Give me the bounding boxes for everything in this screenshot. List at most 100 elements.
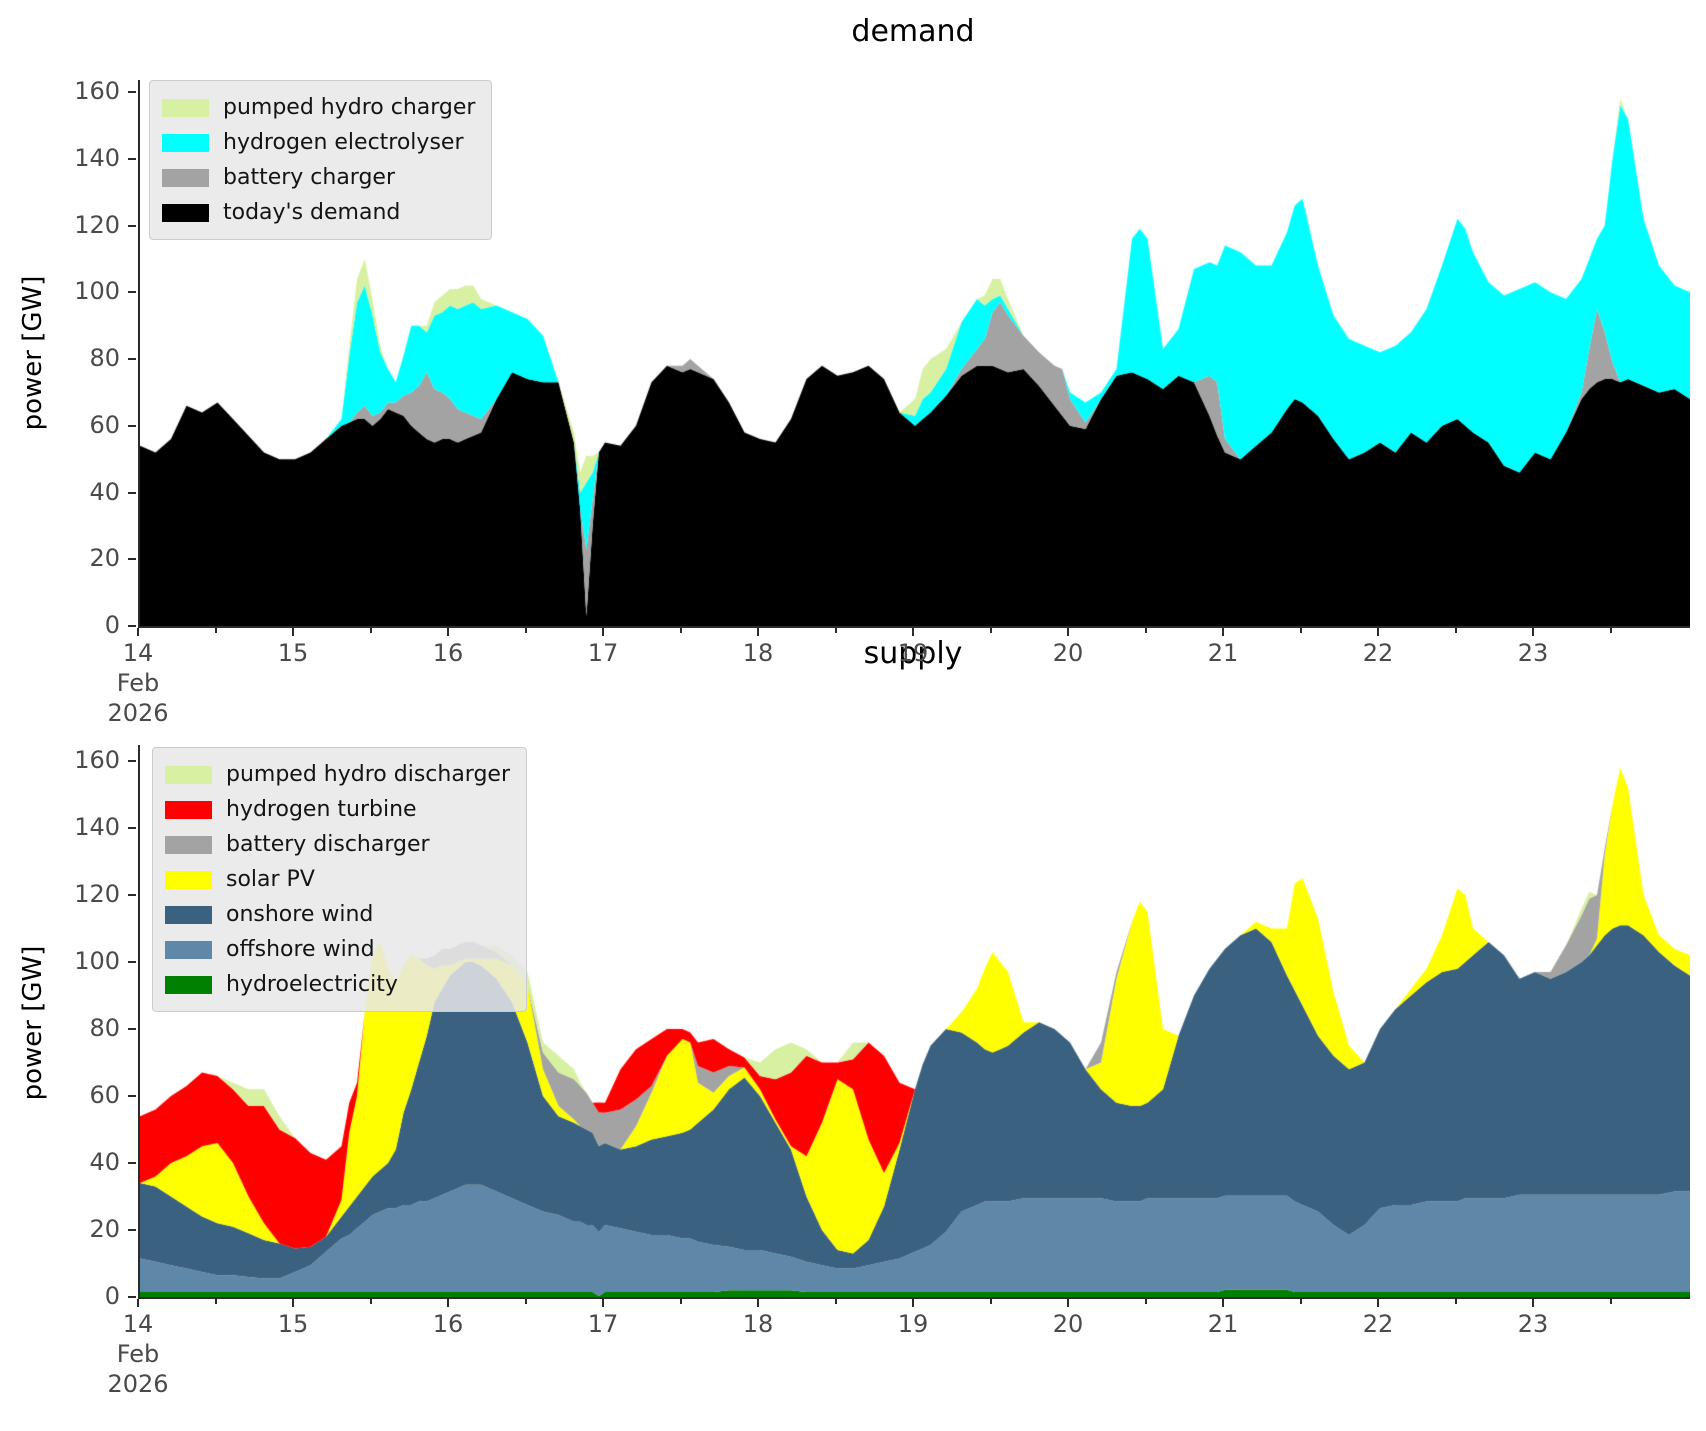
x-axis-tick xyxy=(1377,1299,1379,1307)
x-axis-tick-label-date-line: 2026 xyxy=(107,699,169,727)
y-axis-tick xyxy=(128,424,136,427)
legend-swatch-icon xyxy=(165,905,212,924)
x-axis-tick xyxy=(1532,1299,1534,1307)
legend-swatch-icon xyxy=(165,800,212,819)
demand-plot-area: pumped hydro charger hydrogen electrolyse… xyxy=(138,80,1690,628)
y-axis-tick-label: 0 xyxy=(104,1282,120,1310)
x-axis-tick xyxy=(757,628,759,636)
x-axis-minor-tick xyxy=(524,1299,527,1304)
y-axis-tick-label: 0 xyxy=(104,611,120,639)
x-axis-minor-tick xyxy=(1299,1299,1302,1304)
x-axis-tick xyxy=(602,628,604,636)
x-axis-minor-tick xyxy=(524,628,527,633)
x-axis-tick-label-date-line: 2026 xyxy=(107,1370,169,1398)
x-axis-minor-tick xyxy=(1609,628,1612,633)
legend-item-pumped-hydro-discharger: pumped hydro discharger xyxy=(165,757,510,792)
y-axis-tick-label: 40 xyxy=(89,477,120,506)
x-axis-minor-tick xyxy=(834,628,837,633)
y-axis-tick-label: 60 xyxy=(89,410,120,439)
demand-chart-title: demand xyxy=(851,14,975,49)
x-axis-tick-label-date-line: Feb xyxy=(116,1340,160,1368)
legend-swatch-icon xyxy=(162,168,209,187)
legend-item-battery-discharger: battery discharger xyxy=(165,827,510,862)
x-axis-tick xyxy=(1222,1299,1224,1307)
legend-swatch-icon xyxy=(165,835,212,854)
x-axis-tick-label: 19 xyxy=(897,639,929,667)
x-axis-minor-tick xyxy=(1144,628,1147,633)
x-axis-tick-label: 22 xyxy=(1362,1310,1394,1338)
x-axis-tick xyxy=(912,628,914,636)
legend-item-hydroelectricity: hydroelectricity xyxy=(165,967,510,1002)
y-axis-tick-label: 120 xyxy=(74,880,120,909)
x-axis-tick xyxy=(292,1299,294,1307)
legend-swatch-icon xyxy=(165,975,212,994)
y-axis-tick xyxy=(128,157,136,160)
x-axis-tick-label: 14 Feb 2026 xyxy=(78,638,198,728)
x-axis-tick xyxy=(757,1299,759,1307)
x-axis-tick xyxy=(602,1299,604,1307)
x-axis-minor-tick xyxy=(989,628,992,633)
y-axis-tick-label: 80 xyxy=(89,344,120,372)
y-axis-tick xyxy=(128,91,136,93)
y-axis-tick xyxy=(128,1028,136,1031)
demand-ylabel: power [GW] xyxy=(18,275,48,431)
legend-label: hydrogen turbine xyxy=(226,797,417,822)
y-axis-tick xyxy=(128,961,136,964)
x-axis-minor-tick xyxy=(214,628,217,633)
x-axis-tick-label: 23 xyxy=(1517,639,1549,667)
x-axis-tick-label: 15 xyxy=(277,1310,309,1338)
x-axis-tick-label: 21 xyxy=(1207,1310,1239,1338)
y-axis-tick xyxy=(128,291,136,294)
legend-item-today-s-demand: today's demand xyxy=(162,195,475,230)
x-axis-tick xyxy=(447,628,449,636)
x-axis-tick-label: 17 xyxy=(587,639,619,667)
supply-ylabel: power [GW] xyxy=(18,945,48,1101)
x-axis-minor-tick xyxy=(1454,1299,1457,1304)
y-axis-tick xyxy=(128,358,136,360)
legend-label: hydrogen electrolyser xyxy=(223,130,464,155)
y-axis-tick-label: 120 xyxy=(74,210,120,239)
legend-item-solar-pv: solar PV xyxy=(165,862,510,897)
y-axis-tick-label: 20 xyxy=(89,544,120,573)
x-axis-tick xyxy=(1222,628,1224,636)
y-axis-tick-label: 100 xyxy=(74,277,120,306)
y-axis-tick xyxy=(128,894,136,897)
legend-label: battery charger xyxy=(223,165,396,190)
supply-plot-area: pumped hydro discharger hydrogen turbine b… xyxy=(138,745,1690,1299)
x-axis-tick-label: 15 xyxy=(277,639,309,667)
x-axis-tick xyxy=(912,1299,914,1307)
y-axis-tick-label: 160 xyxy=(74,746,120,775)
x-axis-tick-label: 19 xyxy=(897,1310,929,1338)
x-axis-minor-tick xyxy=(214,1299,217,1304)
y-axis-tick xyxy=(128,491,136,494)
legend-label: solar PV xyxy=(226,867,315,892)
x-axis-minor-tick xyxy=(679,1299,682,1304)
supply-legend: pumped hydro discharger hydrogen turbine b… xyxy=(152,747,528,1012)
x-axis-minor-tick xyxy=(1144,1299,1147,1304)
y-axis-tick xyxy=(128,224,136,227)
x-axis-tick xyxy=(1067,628,1069,636)
y-axis-tick-label: 80 xyxy=(89,1014,120,1043)
x-axis-tick-label-day: 14 xyxy=(122,639,154,667)
legend-swatch-icon xyxy=(165,940,212,959)
x-axis-tick-label: 22 xyxy=(1362,639,1394,667)
demand-legend: pumped hydro charger hydrogen electrolyse… xyxy=(149,80,493,240)
legend-label: today's demand xyxy=(223,200,401,225)
x-axis-tick-label: 17 xyxy=(587,1310,619,1338)
y-axis-tick xyxy=(128,625,136,627)
x-axis-tick xyxy=(1532,628,1534,636)
y-axis-tick-label: 60 xyxy=(89,1081,120,1110)
y-axis-tick-label: 140 xyxy=(74,143,120,172)
y-axis-tick xyxy=(128,1162,136,1165)
x-axis-tick xyxy=(292,628,294,636)
legend-swatch-icon xyxy=(165,765,212,784)
x-axis-tick-label-date-line: Feb xyxy=(116,669,160,697)
legend-label: pumped hydro discharger xyxy=(226,762,511,787)
y-axis-tick xyxy=(128,760,136,763)
legend-label: pumped hydro charger xyxy=(223,95,476,120)
x-axis-minor-tick xyxy=(1609,1299,1612,1304)
legend-item-hydrogen-turbine: hydrogen turbine xyxy=(165,792,510,827)
x-axis-tick-label: 18 xyxy=(742,1310,774,1338)
legend-label: hydroelectricity xyxy=(226,972,398,997)
